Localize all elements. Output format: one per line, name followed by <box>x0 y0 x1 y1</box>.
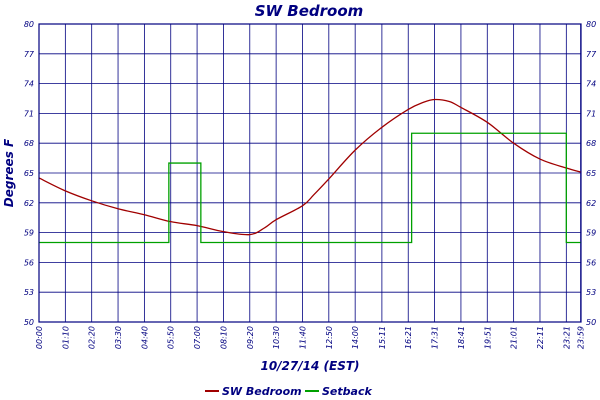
y-tick-label-right: 53 <box>586 288 596 297</box>
x-tick-label: 01:10 <box>61 326 70 349</box>
x-tick-label: 07:00 <box>193 326 202 349</box>
x-tick-label: 15:11 <box>378 326 387 349</box>
x-tick-label: 10:30 <box>272 326 281 349</box>
y-tick-label-right: 77 <box>586 50 597 59</box>
x-tick-label: 22:11 <box>536 326 545 349</box>
y-tick-label-left: 50 <box>24 318 34 327</box>
series-line-setback <box>39 132 581 244</box>
x-tick-label: 21:01 <box>510 326 519 349</box>
legend-label-setback: Setback <box>322 385 372 398</box>
y-axis-title: Degrees F <box>2 138 16 207</box>
y-tick-label-left: 77 <box>24 50 35 59</box>
x-tick-label: 14:00 <box>351 326 360 349</box>
y-tick-label-right: 62 <box>586 199 596 208</box>
x-axis: 00:00 01:10 02:20 03:30 04:40 05:50 07:00 08:10… <box>35 326 586 349</box>
x-tick-label: 03:30 <box>114 326 123 349</box>
legend-label-sw-bedroom: SW Bedroom <box>222 385 302 398</box>
y-tick-label-left: 68 <box>24 139 34 148</box>
x-tick-label: 04:40 <box>140 326 149 349</box>
y-tick-label-left: 62 <box>24 199 34 208</box>
x-tick-label: 02:20 <box>88 326 97 349</box>
y-tick-label-right: 71 <box>586 109 596 118</box>
y-tick-label-right: 65 <box>586 169 596 178</box>
x-tick-label: 08:10 <box>219 326 228 349</box>
y-axis-left: 50 53 56 59 62 65 68 71 74 77 80 <box>24 20 35 327</box>
y-tick-label-left: 59 <box>24 229 34 238</box>
y-tick-label-left: 53 <box>24 288 34 297</box>
y-axis-right: 50 53 56 59 62 65 68 71 74 77 80 <box>586 20 597 327</box>
x-tick-label: 18:41 <box>457 326 466 349</box>
x-tick-label: 00:00 <box>35 326 44 349</box>
y-tick-label-left: 80 <box>24 20 34 29</box>
x-tick-label: 23:59 <box>577 326 586 349</box>
x-tick-label: 17:31 <box>431 326 440 349</box>
x-tick-label: 11:40 <box>298 326 307 349</box>
series-layer <box>38 98 581 244</box>
x-tick-label: 23:21 <box>562 326 571 349</box>
y-tick-label-left: 71 <box>24 109 34 118</box>
x-tick-label: 19:51 <box>483 326 492 349</box>
y-tick-label-left: 74 <box>24 80 34 89</box>
y-tick-label-right: 80 <box>586 20 596 29</box>
y-tick-label-right: 50 <box>586 318 596 327</box>
y-tick-label-right: 59 <box>586 229 596 238</box>
x-tick-label: 16:21 <box>404 326 413 349</box>
y-tick-label-left: 65 <box>24 169 34 178</box>
x-tick-label: 09:20 <box>246 326 255 349</box>
x-tick-label: 12:50 <box>325 326 334 349</box>
plot-border <box>38 23 582 323</box>
y-tick-label-right: 68 <box>586 139 596 148</box>
y-tick-label-right: 56 <box>586 258 596 267</box>
chart-title: SW Bedroom <box>255 2 364 20</box>
y-tick-label-left: 56 <box>24 258 34 267</box>
y-tick-label-right: 74 <box>586 80 596 89</box>
x-axis-title: 10/27/14 (EST) <box>260 359 359 373</box>
series-line-sw-bedroom <box>38 98 581 236</box>
legend: SW Bedroom Setback <box>205 385 372 398</box>
x-tick-label: 05:50 <box>167 326 176 349</box>
